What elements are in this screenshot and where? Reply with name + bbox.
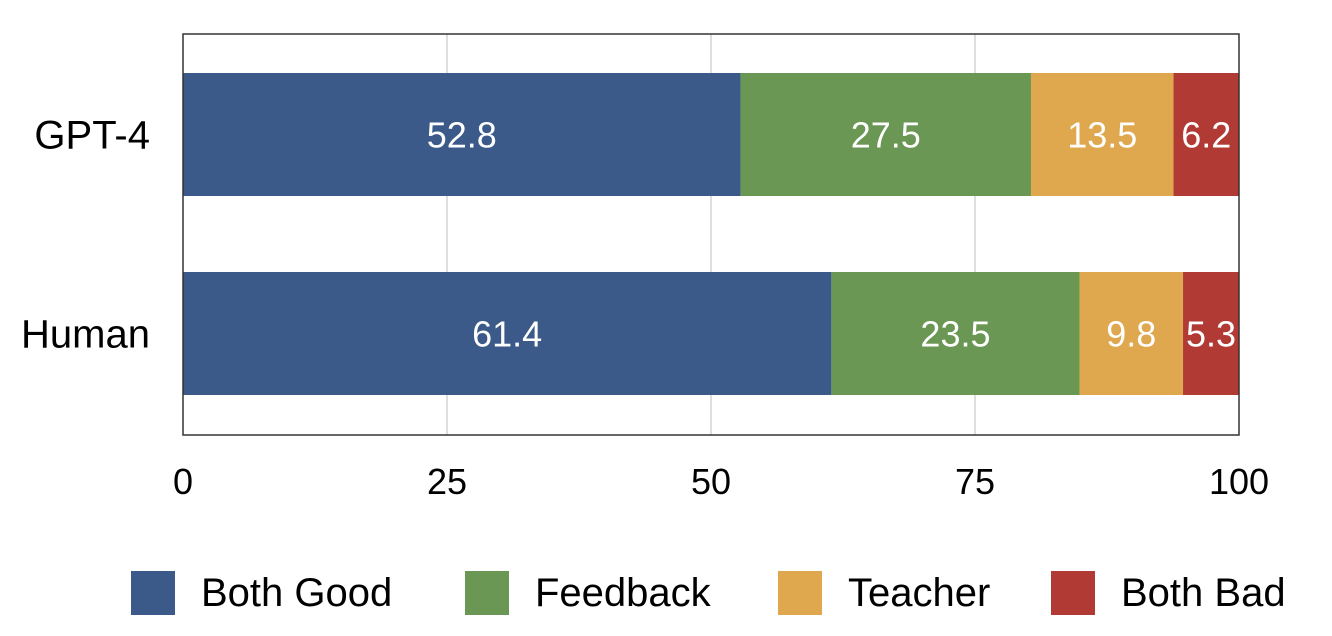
data-label: 9.8 (1106, 314, 1156, 355)
stacked-bar-chart: 52.8 27.5 13.5 6.2 61.4 23.5 9.8 5.3 GPT-4 Human 0… (21, 33, 1269, 502)
legend-swatch-teacher (778, 571, 822, 615)
x-tick-label: 75 (955, 461, 995, 502)
x-tick-label: 50 (691, 461, 731, 502)
legend-item-both-good: Both Good (131, 570, 392, 616)
x-tick-label: 25 (427, 461, 467, 502)
legend-item-both-bad: Both Bad (1051, 570, 1286, 616)
y-tick-label: GPT-4 (34, 114, 150, 158)
legend-label-teacher: Teacher (848, 570, 991, 615)
legend-item-feedback: Feedback (465, 570, 711, 616)
data-label: 5.3 (1186, 314, 1236, 355)
legend-swatch-both-bad (1051, 571, 1095, 615)
x-tick-label: 0 (173, 461, 193, 502)
legend-swatch-both-good (131, 571, 175, 615)
bar-gpt-4-both-good (183, 73, 741, 196)
bar-human-teacher (1079, 272, 1184, 395)
data-label: 52.8 (427, 115, 497, 156)
bar-human-both-bad (1183, 272, 1239, 395)
legend-label-both-bad: Both Bad (1121, 570, 1286, 615)
bar-human-feedback (831, 272, 1080, 395)
x-tick-label: 100 (1209, 461, 1269, 502)
bar-human-both-good (183, 272, 832, 395)
legend: Both Good Feedback Teacher Both Bad (0, 560, 1332, 626)
bar-gpt-4-feedback (740, 73, 1031, 196)
plot-frame (182, 33, 1240, 436)
data-label: 23.5 (920, 314, 990, 355)
data-label: 61.4 (472, 314, 542, 355)
y-tick-label: Human (21, 313, 150, 357)
data-label: 27.5 (851, 115, 921, 156)
legend-label-feedback: Feedback (535, 570, 711, 615)
bar-gpt-4-both-bad (1173, 73, 1239, 196)
data-label: 13.5 (1067, 115, 1137, 156)
legend-swatch-feedback (465, 571, 509, 615)
data-label: 6.2 (1181, 115, 1231, 156)
legend-item-teacher: Teacher (778, 570, 990, 616)
legend-label-both-good: Both Good (201, 570, 393, 615)
bar-gpt-4-teacher (1030, 73, 1174, 196)
